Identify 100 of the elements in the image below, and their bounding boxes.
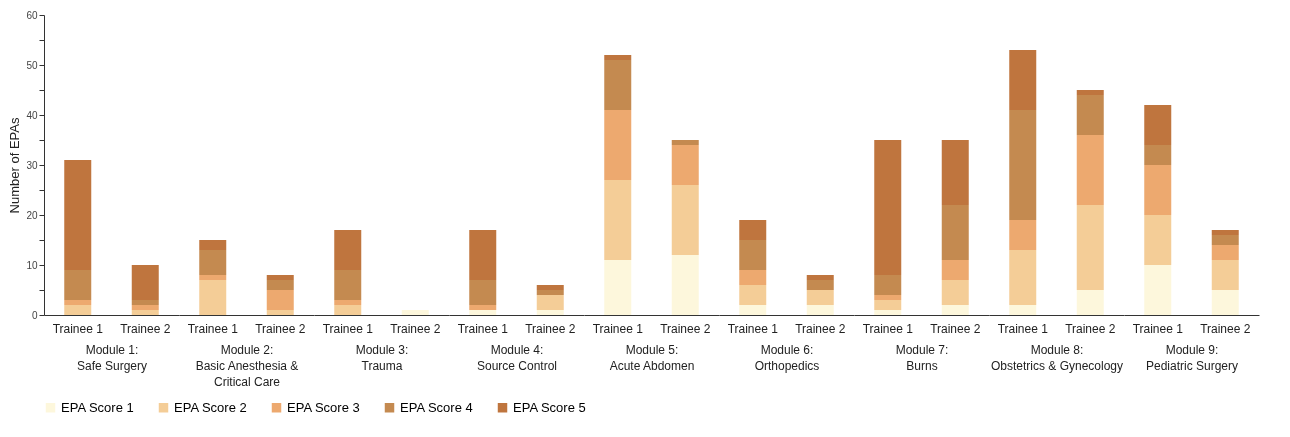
y-tick-label: 10 [26, 259, 38, 271]
x-axis-title: Module 4: Source Control [476, 342, 558, 373]
bar [266, 280, 294, 290]
bar [1009, 250, 1037, 305]
bar [1144, 265, 1172, 315]
bar [1076, 95, 1104, 135]
bar [739, 240, 767, 270]
bar [671, 140, 699, 145]
bar [64, 300, 92, 305]
x-axis-title: Module 8: Obstetrics & Gynecology [990, 342, 1124, 373]
x-tick-label: Trainee 2 [120, 321, 171, 336]
x-axis-title: Module 1: Safe Surgery [76, 342, 148, 373]
bar [1211, 260, 1239, 290]
bar [739, 305, 767, 315]
x-tick-label: Trainee 1 [862, 321, 914, 336]
bar [1144, 165, 1172, 215]
bar [1076, 205, 1104, 290]
x-tick-label: Trainee 1 [592, 321, 644, 336]
legend-label: EPA Score 3 [287, 399, 360, 415]
bar [1211, 290, 1239, 315]
bar [941, 205, 969, 260]
x-tick-label: Trainee 2 [930, 321, 981, 336]
bar [739, 220, 767, 240]
bar [1009, 220, 1037, 250]
x-tick-label: Trainee 1 [997, 321, 1049, 336]
legend-label: EPA Score 1 [61, 399, 134, 415]
bar [941, 140, 969, 205]
bar [199, 275, 227, 280]
bar [1144, 105, 1172, 145]
bar [604, 180, 632, 260]
bar [874, 275, 902, 295]
bar [874, 300, 902, 310]
bar [604, 60, 632, 110]
bar [806, 290, 834, 305]
bar [671, 145, 699, 185]
y-tick-label: 40 [26, 109, 38, 121]
x-tick-label: Trainee 2 [660, 321, 711, 336]
bar [536, 310, 564, 315]
bar [604, 55, 632, 60]
bar [536, 290, 564, 295]
y-tick-label: 30 [26, 159, 38, 171]
bar [806, 275, 834, 280]
bar [199, 240, 227, 250]
bar [941, 280, 969, 305]
bar [1009, 305, 1037, 315]
legend-label: EPA Score 2 [174, 399, 247, 415]
x-axis-title: Module 5: Acute Abdomen [609, 342, 695, 373]
x-axis-title: Module 2: Basic Anesthesia & Critical Care [195, 342, 299, 389]
bar [1076, 90, 1104, 95]
bar [266, 275, 294, 280]
bar [874, 140, 902, 275]
x-tick-label: Trainee 1 [1132, 321, 1184, 336]
bar [199, 250, 227, 275]
bar [1009, 50, 1037, 110]
x-tick-label: Trainee 1 [52, 321, 104, 336]
x-axis-title: Module 9: Pediatric Surgery [1145, 342, 1239, 373]
x-tick-label: Trainee 1 [322, 321, 374, 336]
bar [64, 270, 92, 300]
bar [266, 290, 294, 310]
bar [874, 310, 902, 315]
x-tick-label: Trainee 2 [795, 321, 846, 336]
bar [604, 110, 632, 180]
bar [131, 310, 159, 315]
x-tick-label: Trainee 1 [187, 321, 239, 336]
x-axis-title: Module 6: Orthopedics [754, 342, 820, 373]
y-axis-title: Number of EPAs [7, 117, 23, 214]
bar [469, 310, 497, 315]
bar [469, 305, 497, 310]
bar [874, 295, 902, 300]
bar [266, 310, 294, 315]
x-tick-label: Trainee 2 [390, 321, 441, 336]
bar [64, 305, 92, 315]
y-tick-label: 60 [26, 9, 38, 21]
bar [1211, 235, 1239, 245]
bar [806, 280, 834, 290]
bar [739, 285, 767, 305]
legend-label: EPA Score 4 [400, 399, 473, 415]
bar [131, 265, 159, 300]
bar [64, 160, 92, 270]
bar [536, 285, 564, 290]
bar [671, 255, 699, 315]
bar [941, 260, 969, 280]
bar [941, 305, 969, 315]
x-tick-label: Trainee 1 [457, 321, 509, 336]
bar [1211, 245, 1239, 260]
bar [806, 305, 834, 315]
x-tick-label: Trainee 2 [1200, 321, 1251, 336]
bar [1076, 135, 1104, 205]
x-axis-title: Module 3: Trauma [355, 342, 409, 373]
x-tick-label: Trainee 2 [255, 321, 306, 336]
bar [1144, 215, 1172, 265]
y-tick-label: 0 [31, 309, 38, 321]
bar [1009, 110, 1037, 220]
bar [469, 230, 497, 280]
bar [671, 185, 699, 255]
bar [131, 300, 159, 305]
bar [1144, 145, 1172, 165]
x-tick-label: Trainee 2 [1065, 321, 1116, 336]
bar [739, 270, 767, 285]
x-axis-title: Module 7: Burns [895, 342, 949, 373]
